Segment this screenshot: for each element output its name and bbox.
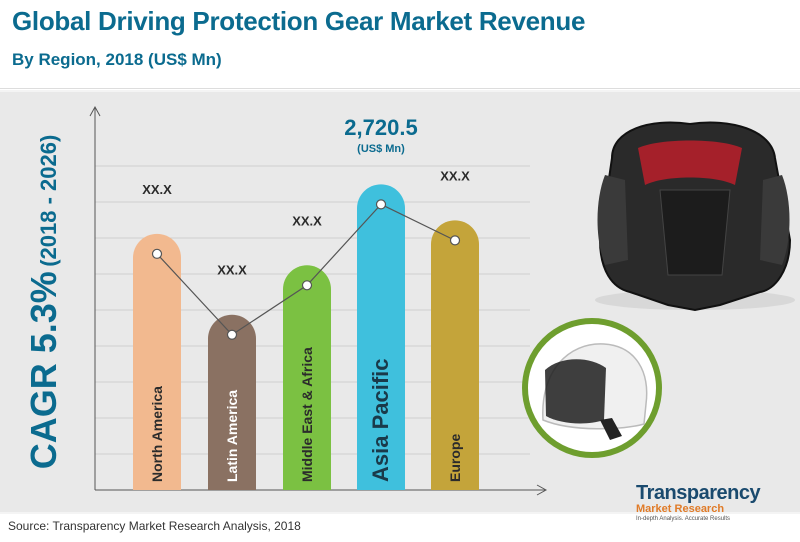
data-label: XX.X	[217, 263, 247, 278]
trend-line	[151, 199, 461, 340]
trend-point	[301, 280, 313, 291]
data-label: XX.X	[142, 182, 172, 197]
header	[0, 0, 800, 90]
data-labels: North America XX.X Latin America XX.X Middle…	[142, 115, 470, 482]
data-label: XX.X	[292, 213, 322, 228]
bars	[133, 184, 479, 490]
trend-point	[375, 199, 387, 210]
jacket-red-panel	[638, 140, 742, 185]
bar-europe	[431, 220, 479, 490]
jacket-shoulder-right	[760, 175, 790, 265]
bar-category-label: Asia Pacific	[368, 358, 393, 482]
trend-point	[226, 329, 238, 340]
helmet-visor	[545, 359, 606, 424]
brand-tagline: In-depth Analysis. Accurate Results	[636, 516, 731, 522]
header-divider	[0, 88, 800, 89]
x-axis-arrow	[536, 484, 548, 496]
source-note: Source: Transparency Market Research Ana…	[8, 519, 301, 533]
bar-category-label: North America	[149, 386, 165, 482]
bar-latin-america	[208, 314, 256, 490]
brand-name: Transparency	[636, 482, 761, 504]
footer	[0, 514, 800, 542]
jacket-spine-plate	[659, 189, 731, 276]
data-label: 2,720.5	[344, 115, 417, 140]
chart-title: Global Driving Protection Gear Market Re…	[12, 6, 586, 36]
bar-north-america	[133, 233, 181, 490]
brand-logo: Transparency Market Research In-depth An…	[636, 482, 761, 523]
data-label: XX.X	[440, 168, 470, 183]
helmet-strap	[600, 418, 622, 440]
bar-category-label: Europe	[447, 434, 463, 482]
bar-category-label: Middle East & Africa	[299, 347, 315, 482]
bar-asia-pacific	[357, 184, 405, 490]
helmet-image	[522, 318, 662, 458]
jacket-shoulder-left	[597, 175, 628, 265]
data-label-unit: (US$ Mn)	[357, 143, 405, 155]
trend-point	[449, 235, 461, 246]
y-axis-arrow	[89, 105, 101, 117]
bar-middle-east-africa	[283, 265, 331, 490]
jacket-image	[595, 121, 795, 312]
chart-subtitle: By Region, 2018 (US$ Mn)	[12, 50, 222, 69]
bar-category-label: Latin America	[224, 390, 240, 482]
brand-name-2: Market Research	[636, 503, 725, 515]
trend-point	[151, 248, 163, 259]
